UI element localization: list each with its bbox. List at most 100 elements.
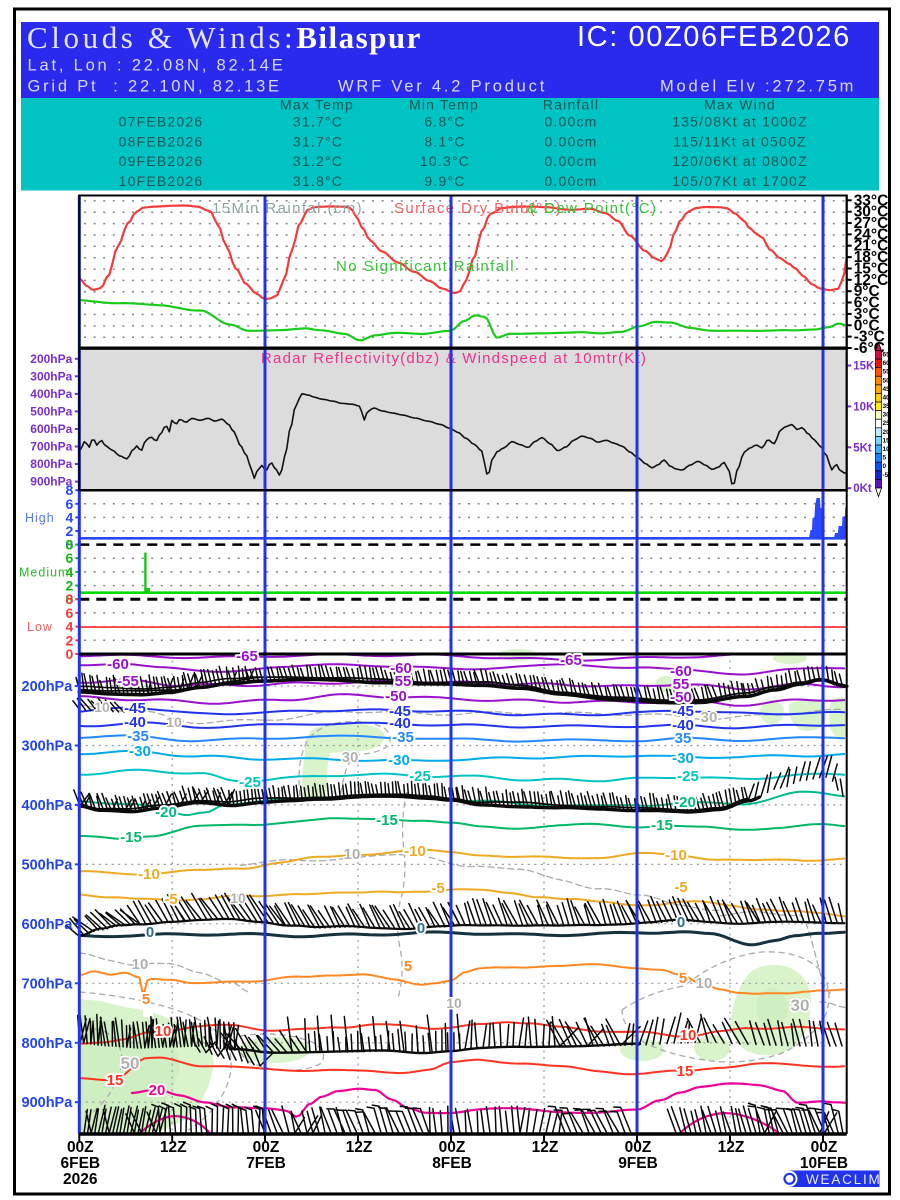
svg-text:30: 30 (701, 709, 718, 726)
svg-text:-25: -25 (239, 774, 261, 791)
svg-text:8FEB: 8FEB (432, 1155, 472, 1172)
svg-text:WRF Ver 4.2 Product: WRF Ver 4.2 Product (338, 78, 547, 96)
svg-text:-30: -30 (388, 752, 410, 769)
svg-text:09FEB2026: 09FEB2026 (119, 153, 204, 169)
svg-text:6°C: 6°C (854, 295, 880, 312)
svg-text:8.1°C: 8.1°C (424, 133, 465, 149)
svg-text:-55: -55 (117, 673, 139, 690)
svg-text:08FEB2026: 08FEB2026 (119, 133, 204, 149)
svg-text:High: High (25, 511, 55, 525)
svg-text:6: 6 (66, 605, 74, 621)
svg-text:5: 5 (142, 991, 150, 1008)
svg-text:9°C: 9°C (854, 283, 880, 300)
svg-text:5: 5 (679, 970, 687, 987)
svg-text:0°C: 0°C (854, 317, 880, 334)
svg-text:-5: -5 (883, 472, 889, 479)
svg-text:10: 10 (680, 1027, 697, 1044)
svg-text:0: 0 (677, 914, 685, 931)
svg-text:15Kt: 15Kt (853, 361, 878, 373)
svg-text:0: 0 (66, 591, 74, 607)
svg-text:10.3°C: 10.3°C (420, 153, 470, 169)
svg-text:200hPa: 200hPa (30, 352, 72, 366)
svg-text:31.8°C: 31.8°C (293, 173, 343, 189)
svg-text:55: 55 (883, 369, 891, 376)
svg-text:700hPa: 700hPa (30, 440, 72, 454)
svg-text:2026: 2026 (63, 1171, 98, 1188)
svg-text:IC: 00Z06FEB2026: IC: 00Z06FEB2026 (577, 21, 851, 53)
svg-text:12Z: 12Z (160, 1139, 187, 1156)
svg-text:Clouds & Winds:Bilaspur: Clouds & Winds:Bilaspur (27, 20, 422, 55)
svg-text:15: 15 (677, 1063, 694, 1080)
svg-text:Lat, Lon : 22.08N, 82.14E: Lat, Lon : 22.08N, 82.14E (28, 57, 286, 75)
svg-text:30: 30 (791, 996, 810, 1015)
svg-text:-15: -15 (376, 812, 398, 829)
svg-text:20: 20 (883, 429, 891, 436)
svg-text:5: 5 (883, 455, 887, 462)
svg-text:-15: -15 (120, 829, 142, 846)
svg-text:10: 10 (94, 699, 110, 715)
svg-text:0: 0 (883, 463, 887, 470)
svg-text:-50: -50 (385, 688, 407, 705)
svg-text:12Z: 12Z (346, 1139, 373, 1156)
svg-text:4: 4 (66, 509, 74, 525)
svg-text:-10: -10 (138, 866, 160, 883)
svg-text:115/11Kt at 0500Z: 115/11Kt at 0500Z (673, 133, 807, 149)
svg-text:3°C: 3°C (854, 306, 880, 323)
svg-text:-25: -25 (677, 768, 699, 785)
svg-text:0: 0 (66, 646, 74, 662)
svg-text:Low: Low (27, 620, 53, 634)
svg-text:-35: -35 (392, 729, 414, 746)
svg-text:0.00cm: 0.00cm (544, 114, 597, 130)
svg-text:WEACLIM: WEACLIM (806, 1172, 882, 1187)
svg-text:10: 10 (155, 1023, 172, 1040)
svg-text:15Min Rainfal (cm): 15Min Rainfal (cm) (212, 200, 363, 217)
svg-text:0Kt: 0Kt (853, 483, 872, 495)
svg-text:-30: -30 (672, 750, 694, 767)
svg-text:31.2°C: 31.2°C (293, 153, 343, 169)
svg-text:15°C: 15°C (854, 261, 889, 278)
svg-text:07FEB2026: 07FEB2026 (119, 114, 204, 130)
svg-text:30: 30 (883, 412, 891, 419)
svg-text:0: 0 (417, 920, 425, 937)
svg-text:-50: -50 (670, 689, 692, 706)
svg-text:-40: -40 (124, 714, 146, 731)
svg-text:50: 50 (883, 377, 891, 384)
svg-text:10: 10 (132, 956, 149, 973)
svg-text:10: 10 (230, 890, 246, 906)
svg-text:10: 10 (446, 995, 462, 1011)
svg-text:15: 15 (107, 1072, 124, 1089)
svg-text:0.00cm: 0.00cm (544, 133, 597, 149)
svg-text:No Significant Rainfall: No Significant Rainfall (336, 258, 515, 275)
svg-text:00Z: 00Z (625, 1139, 652, 1156)
svg-text:12Z: 12Z (532, 1139, 559, 1156)
svg-text:Radar Reflectivity(dbz) & Wind: Radar Reflectivity(dbz) & Windspeed at 1… (261, 350, 647, 367)
svg-text:2: 2 (66, 523, 74, 539)
svg-text:30°C: 30°C (854, 204, 889, 221)
svg-text:10: 10 (696, 975, 713, 992)
svg-text:Rainfall: Rainfall (543, 97, 599, 113)
svg-text:-40: -40 (389, 715, 411, 732)
svg-text:0: 0 (66, 537, 74, 553)
svg-text:-60: -60 (670, 663, 692, 680)
svg-text:900hPa: 900hPa (30, 475, 72, 489)
svg-text:2: 2 (66, 632, 74, 648)
svg-text:30: 30 (342, 749, 359, 766)
svg-text:10FEB: 10FEB (800, 1155, 848, 1172)
svg-text:105/07Kt at 1700Z: 105/07Kt at 1700Z (672, 173, 808, 189)
svg-text:65: 65 (883, 352, 891, 359)
svg-text:6FEB: 6FEB (60, 1155, 100, 1172)
svg-text:35: 35 (883, 403, 891, 410)
svg-text:-45: -45 (389, 703, 411, 720)
svg-text:15: 15 (883, 437, 891, 444)
svg-text:-45: -45 (124, 700, 146, 717)
svg-text:-40: -40 (672, 717, 694, 734)
svg-text:5: 5 (404, 958, 412, 975)
svg-text:-65: -65 (560, 652, 582, 669)
svg-text:-5: -5 (164, 891, 177, 908)
svg-text:9.9°C: 9.9°C (424, 173, 465, 189)
svg-text:135/08Kt at 1000Z: 135/08Kt at 1000Z (672, 114, 808, 130)
svg-text:12Z: 12Z (718, 1139, 745, 1156)
svg-text:-5: -5 (674, 879, 687, 896)
svg-text:-60: -60 (390, 660, 412, 677)
svg-text:Grid Pt : 22.10N, 82.13E: Grid Pt : 22.10N, 82.13E (28, 78, 282, 96)
